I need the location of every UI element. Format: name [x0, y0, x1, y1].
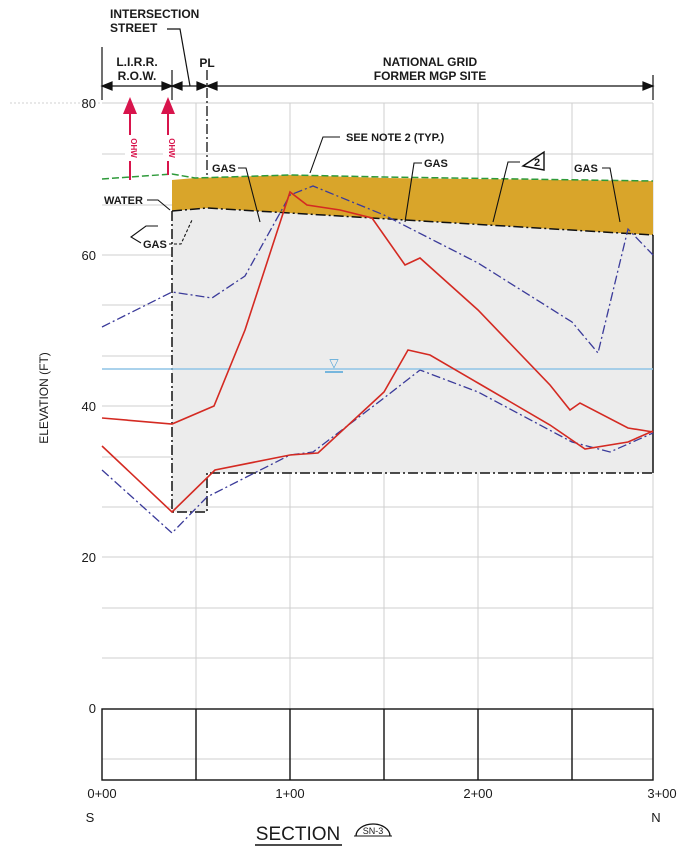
gas-label-2: GAS	[424, 158, 448, 170]
mgp-site-label: FORMER MGP SITE	[374, 69, 486, 83]
lower-blue-line	[101, 369, 654, 534]
ohw-marker-1: OHW	[123, 97, 138, 180]
y-tick-20: 20	[82, 550, 96, 565]
note-annotation: SEE NOTE 2 (TYP.)	[309, 132, 445, 174]
gas-label-3: GAS	[574, 163, 598, 175]
revision-number: 2	[534, 157, 540, 169]
y-tick-60: 60	[82, 248, 96, 263]
profile-boxes	[101, 708, 654, 781]
upper-blue-line	[101, 185, 654, 355]
ground-surface-line	[101, 173, 654, 182]
section-title: SECTION SN-3	[255, 823, 392, 846]
gas-annotation-3: GAS	[574, 163, 621, 223]
ohw-label-2: OHW	[167, 138, 176, 158]
gas-label-1: GAS	[212, 163, 236, 175]
water-table-symbol: ▽	[329, 356, 339, 370]
fill-material-layer	[172, 175, 653, 235]
revision-triangle: 2	[492, 150, 545, 223]
x-tick-200: 2+00	[463, 786, 492, 801]
street-label: STREET	[110, 21, 158, 35]
gas-annotation-1: GAS	[212, 163, 261, 223]
excavation-fill	[172, 183, 653, 512]
x-tick-300: 3+00	[647, 786, 676, 801]
ohw-marker-2: OHW	[161, 97, 176, 175]
y-axis-label: ELEVATION (FT)	[37, 352, 51, 444]
excavation-outline	[171, 211, 653, 513]
water-annotation: WATER	[104, 195, 171, 211]
x-tick-100: 1+00	[275, 786, 304, 801]
header-dimension-lines	[100, 28, 655, 100]
section-title-text: SECTION	[256, 824, 340, 845]
lower-red-line	[101, 349, 654, 514]
north-label: N	[651, 810, 660, 825]
upper-red-line	[101, 190, 654, 433]
y-tick-40: 40	[82, 399, 96, 414]
row-label: R.O.W.	[118, 69, 157, 83]
property-line-label: PL	[199, 56, 214, 70]
fill-bottom-line	[171, 207, 654, 236]
national-grid-label: NATIONAL GRID	[383, 55, 478, 69]
intersection-label: INTERSECTION	[110, 7, 199, 21]
x-tick-0: 0+00	[87, 786, 116, 801]
see-note-label: SEE NOTE 2 (TYP.)	[346, 132, 445, 144]
gas-label-4: GAS	[143, 239, 167, 251]
y-tick-80: 80	[82, 96, 96, 111]
south-label: S	[86, 810, 95, 825]
section-ref: SN-3	[363, 826, 384, 836]
lirr-label: L.I.R.R.	[116, 55, 157, 69]
water-label: WATER	[104, 195, 143, 207]
gas-annotation-2: GAS	[404, 158, 448, 223]
ohw-label-1: OHW	[129, 138, 138, 158]
gas-annotation-4: GAS	[130, 219, 193, 251]
y-tick-0: 0	[89, 701, 96, 716]
